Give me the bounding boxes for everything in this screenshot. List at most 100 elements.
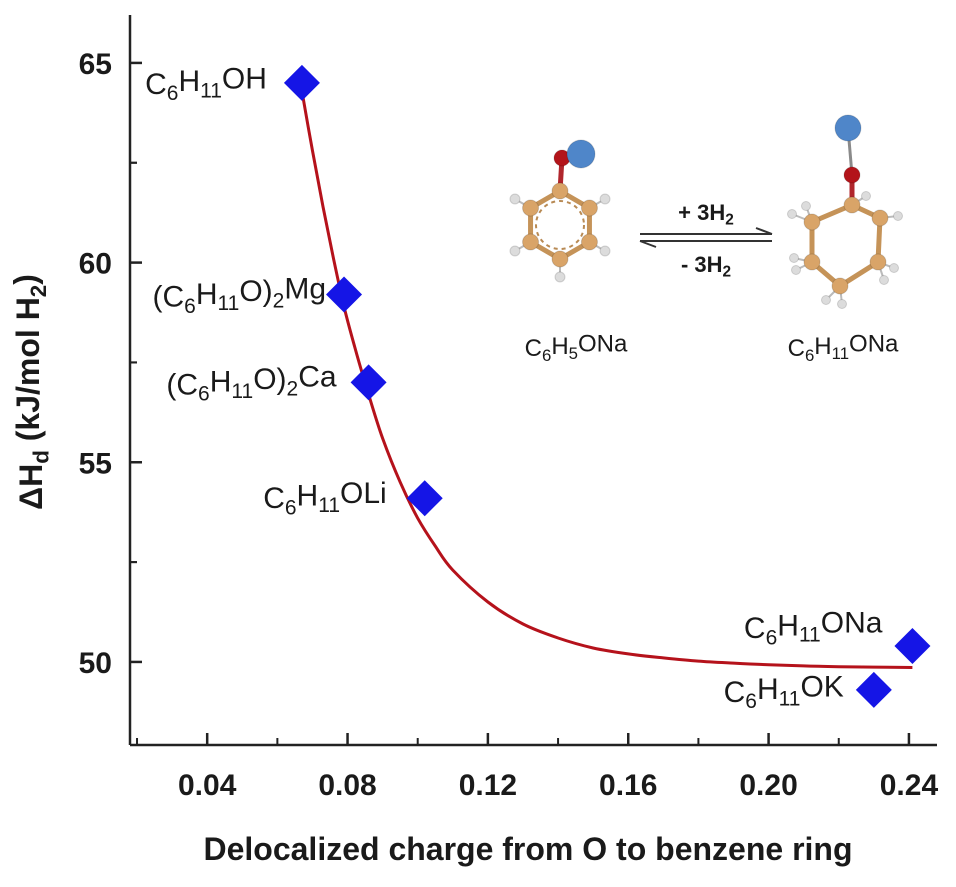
y-tick-label: 60: [79, 248, 112, 281]
data-point-label-part: H: [777, 609, 799, 642]
hydrogen-atom: [801, 201, 811, 211]
data-point-label: C6H11OK: [724, 670, 844, 713]
data-point-label-part: C: [145, 68, 167, 101]
x-axis-title: Delocalized charge from O to benzene rin…: [203, 831, 852, 867]
data-point-label: C6H11OLi: [263, 477, 387, 520]
data-point-label-part: 11: [218, 292, 240, 315]
carbon-atom: [803, 253, 821, 271]
data-point-label-part: O): [239, 275, 272, 308]
hydrogen-atom: [791, 265, 801, 275]
product-molecule-label-part: 6: [805, 346, 814, 365]
data-point-label-part: 11: [799, 624, 821, 647]
point-label-layer: C6H11OH(C6H11O)2Mg(C6H11O)2CaC6H11OLiC6H…: [145, 62, 883, 713]
aromatic-ring-indicator: [535, 200, 585, 250]
data-point-label-part: (C: [152, 281, 184, 314]
hydrogen-atom: [509, 193, 521, 205]
data-point-label-part: OLi: [340, 477, 387, 510]
data-point-label-part: C: [724, 676, 746, 709]
data-point-marker: [894, 627, 931, 664]
hydrogen-atom: [554, 271, 566, 283]
hydrogen-atom: [599, 245, 611, 257]
data-point-label-part: Ca: [298, 360, 337, 393]
carbon-atom: [803, 213, 821, 231]
data-point-label-part: 2: [273, 289, 285, 312]
data-point-label-part: H: [196, 278, 218, 311]
product-molecule-label-part: H: [814, 333, 831, 360]
oxygen-atom: [843, 166, 861, 184]
data-point-label-part: C: [263, 482, 285, 515]
reactant-molecule-label-part: 5: [569, 344, 578, 363]
sodium-atom: [834, 114, 862, 142]
data-point-label-part: H: [178, 65, 200, 98]
x-tick-label: 0.20: [739, 769, 797, 802]
data-point-label: C6H11ONa: [744, 607, 883, 650]
y-tick-label: 55: [79, 447, 112, 480]
carbon-atom: [580, 233, 598, 251]
data-point-label-part: 11: [231, 380, 253, 403]
hydrogen-atom: [787, 209, 797, 219]
carbon-atom: [580, 199, 598, 217]
reverse-reagent-label: - 3H2: [681, 252, 731, 281]
reactant-molecule-label-part: 6: [542, 346, 551, 365]
hydrogen-atom: [893, 211, 903, 221]
data-point-label-part: 6: [745, 690, 757, 713]
data-point-label-part: 6: [198, 383, 210, 406]
y-axis-title-part: d: [29, 450, 54, 464]
carbon-atom: [551, 182, 569, 200]
x-tick-label: 0.12: [459, 769, 517, 802]
data-point-marker: [283, 64, 320, 101]
data-point-label-part: H: [297, 480, 319, 513]
y-tick-label: 50: [79, 647, 112, 680]
carbon-atom: [871, 209, 889, 227]
data-point-label-part: ONa: [821, 607, 883, 640]
reactant-molecule-label-part: ONa: [578, 331, 628, 358]
x-tick-label: 0.08: [318, 769, 376, 802]
data-point-marker: [406, 480, 443, 517]
data-point-label-part: 11: [200, 79, 222, 102]
data-point-label-part: (C: [166, 368, 198, 401]
reverse-reagent-label-part: 2: [723, 264, 732, 281]
y-axis-title: ΔHd (kJ/mol H2): [7, 274, 53, 510]
hydrogen-atom: [879, 275, 889, 285]
data-point-marker: [350, 364, 387, 401]
hydrogen-atom: [789, 253, 799, 263]
fit-curve: [300, 90, 913, 669]
forward-reagent-label-part: 2: [725, 212, 734, 229]
hydrogen-atom: [599, 193, 611, 205]
reactant-molecule-label: C6H5ONa: [525, 331, 628, 365]
carbon-atom: [522, 233, 540, 251]
y-axis-title-part: (kJ/mol H: [10, 297, 46, 450]
marker-layer: [283, 64, 931, 708]
product-molecule-label-part: 11: [832, 344, 849, 363]
data-point-label-part: 11: [318, 494, 340, 517]
data-point-label-part: OK: [800, 670, 843, 703]
y-axis-title-part: ): [7, 274, 43, 285]
axes: 0.04 0.08 0.12 0.16 0.20 0.2450556065Delocali…: [7, 15, 938, 867]
carbon-atom: [551, 250, 569, 268]
reactant-molecule-label-part: H: [551, 333, 568, 360]
carbon-atom: [869, 253, 887, 271]
fit-curve-layer: [300, 90, 913, 669]
data-point-label-part: 6: [184, 295, 196, 318]
data-point-label-part: H: [757, 673, 779, 706]
data-point-label-part: O): [253, 363, 286, 396]
product-molecule-label-part: C: [788, 335, 805, 362]
hydrogen-atom: [837, 299, 847, 309]
data-point-marker: [326, 276, 363, 313]
carbon-atom: [843, 196, 861, 214]
data-point-label: C6H11OH: [145, 62, 267, 105]
hydrogen-atom: [889, 263, 899, 273]
carbon-atom: [831, 277, 849, 295]
data-point-label: (C6H11O)2Ca: [166, 360, 337, 405]
forward-reagent-label-part: + 3H: [678, 200, 725, 225]
y-axis-title-part: ΔH: [13, 464, 49, 510]
data-point-label-part: 11: [779, 687, 801, 710]
reactant-molecule-label-part: C: [525, 335, 542, 362]
data-point-label-part: 6: [285, 497, 297, 520]
forward-reagent-label: + 3H2: [678, 200, 734, 229]
y-tick-label: 65: [79, 48, 112, 81]
data-point-label-part: 6: [167, 82, 179, 105]
hydrogen-atom: [509, 245, 521, 257]
